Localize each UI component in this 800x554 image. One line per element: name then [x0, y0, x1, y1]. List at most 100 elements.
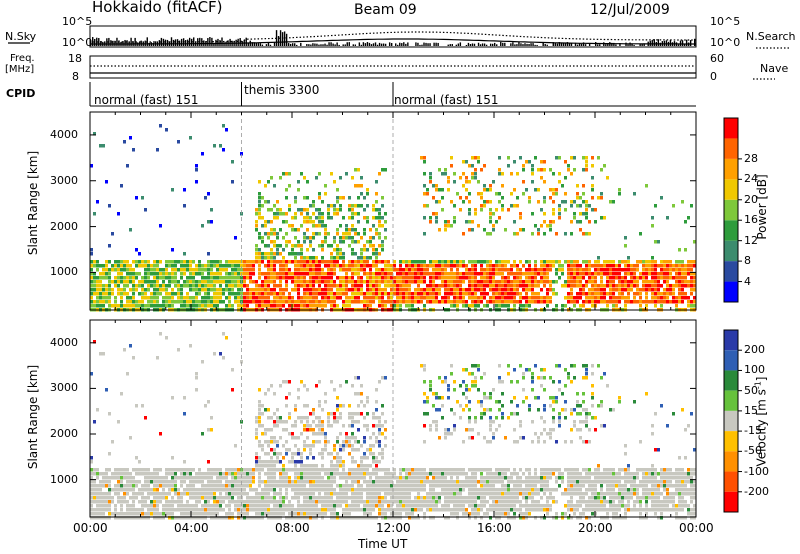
power-cell	[372, 252, 375, 256]
velocity-cell	[495, 516, 498, 520]
power-cell	[486, 232, 489, 236]
velocity-cell	[270, 476, 273, 480]
power-cell	[546, 260, 549, 264]
power-cell	[153, 288, 156, 292]
power-cell	[297, 276, 300, 280]
power-cell	[516, 264, 519, 268]
velocity-cell	[303, 428, 306, 432]
velocity-cell	[93, 516, 96, 520]
power-cell	[531, 288, 534, 292]
velocity-cell	[435, 508, 438, 512]
power-cell	[387, 300, 390, 304]
power-cell	[375, 260, 378, 264]
velocity-cell	[285, 492, 288, 496]
velocity-cell	[351, 492, 354, 496]
velocity-cell	[498, 480, 501, 484]
power-cell	[390, 288, 393, 292]
power-cell	[348, 268, 351, 272]
velocity-cell	[510, 400, 513, 404]
power-cell	[462, 184, 465, 188]
velocity-cell	[366, 488, 369, 492]
power-cell	[234, 260, 237, 264]
power-cell	[411, 272, 414, 276]
power-cell	[198, 280, 201, 284]
velocity-cell	[435, 424, 438, 428]
velocity-cell	[549, 476, 552, 480]
power-cell	[90, 276, 93, 280]
power-cell	[390, 272, 393, 276]
velocity-cell	[465, 428, 468, 432]
power-cell	[186, 276, 189, 280]
velocity-cell	[408, 508, 411, 512]
velocity-cell	[528, 404, 531, 408]
velocity-cell	[291, 436, 294, 440]
power-cell	[444, 280, 447, 284]
velocity-cell	[312, 444, 315, 448]
velocity-cell	[525, 504, 528, 508]
power-cell	[108, 276, 111, 280]
velocity-cell	[426, 500, 429, 504]
power-cell	[357, 276, 360, 280]
power-cell	[267, 252, 270, 256]
velocity-cell	[330, 464, 333, 468]
power-cell	[432, 260, 435, 264]
velocity-cell	[261, 444, 264, 448]
power-cell	[156, 260, 159, 264]
power-cell	[507, 276, 510, 280]
power-cell	[339, 280, 342, 284]
velocity-cell	[405, 508, 408, 512]
velocity-cell	[372, 444, 375, 448]
power-cell	[447, 296, 450, 300]
power-cell	[279, 300, 282, 304]
velocity-cell	[342, 472, 345, 476]
velocity-cell	[525, 508, 528, 512]
power-cell	[381, 296, 384, 300]
power-cell	[300, 260, 303, 264]
velocity-cell	[285, 468, 288, 472]
power-cell	[516, 284, 519, 288]
velocity-cell	[444, 472, 447, 476]
velocity-cell	[312, 484, 315, 488]
velocity-cell	[333, 468, 336, 472]
power-cell	[93, 264, 96, 268]
velocity-cell	[258, 400, 261, 404]
power-cell	[207, 260, 210, 264]
power-cell	[225, 268, 228, 272]
velocity-cell	[105, 496, 108, 500]
velocity-cell	[297, 504, 300, 508]
velocity-cell	[396, 508, 399, 512]
velocity-cell	[141, 492, 144, 496]
velocity-cell	[102, 480, 105, 484]
power-cell	[381, 244, 384, 248]
velocity-cell	[276, 468, 279, 472]
power-cell	[432, 300, 435, 304]
power-cell	[297, 228, 300, 232]
power-cell	[294, 216, 297, 220]
power-cell	[177, 284, 180, 288]
power-cell	[177, 292, 180, 296]
power-cell	[309, 276, 312, 280]
velocity-cell	[102, 472, 105, 476]
velocity-cell	[297, 500, 300, 504]
velocity-cell	[360, 400, 363, 404]
velocity-cell	[540, 488, 543, 492]
velocity-cell	[273, 508, 276, 512]
power-cell	[513, 204, 516, 208]
velocity-cell	[288, 516, 291, 520]
velocity-cell	[246, 472, 249, 476]
power-cell	[381, 260, 384, 264]
velocity-cell	[186, 508, 189, 512]
velocity-cell	[141, 496, 144, 500]
power-cell	[411, 280, 414, 284]
velocity-cell	[126, 512, 129, 516]
velocity-cell	[393, 516, 396, 520]
power-cell	[207, 304, 210, 308]
power-cell	[540, 260, 543, 264]
power-cell	[471, 164, 474, 168]
velocity-cell	[522, 376, 525, 380]
power-cell	[423, 260, 426, 264]
velocity-cell	[336, 408, 339, 412]
power-cell	[291, 300, 294, 304]
power-cell	[561, 284, 564, 288]
power-cell	[477, 260, 480, 264]
